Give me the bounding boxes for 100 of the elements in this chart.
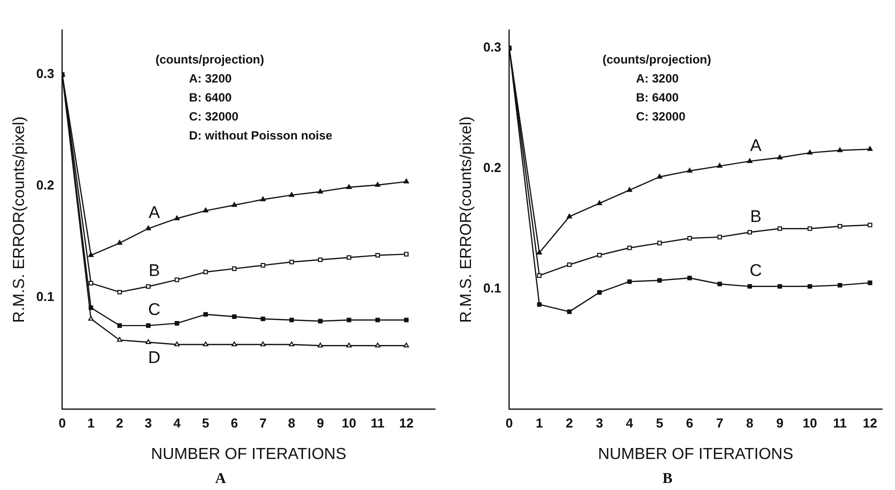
point [174, 342, 180, 346]
point [88, 305, 94, 310]
x-axis-title: NUMBER OF ITERATIONS [598, 446, 794, 463]
point [203, 270, 208, 274]
point [232, 266, 237, 271]
point [232, 202, 237, 207]
point [202, 342, 208, 346]
point [626, 187, 632, 192]
series-label: C [148, 300, 160, 320]
point [867, 146, 873, 151]
point [88, 252, 94, 258]
x-tick-label: 11 [833, 416, 847, 431]
x-tick-label: 10 [342, 416, 356, 431]
x-tick-label: 5 [656, 416, 664, 431]
x-tick-label: 7 [259, 416, 267, 431]
series-label: A [750, 136, 762, 155]
point [537, 302, 542, 307]
annotation: A: 3200 [189, 71, 232, 86]
x-tick-label: 6 [686, 416, 694, 431]
series-label: D [148, 348, 160, 367]
x-tick-label: 9 [776, 416, 784, 431]
point [146, 339, 151, 344]
point [318, 188, 323, 194]
point [374, 182, 380, 187]
point [657, 278, 662, 283]
point [288, 192, 294, 197]
point [318, 342, 323, 348]
annotation: C: 32000 [189, 109, 239, 124]
x-tick-label: 8 [746, 416, 754, 431]
x-tick-label: 3 [596, 416, 604, 431]
point [596, 200, 602, 206]
point [232, 342, 237, 346]
point [374, 342, 380, 348]
annotation: (counts/projection) [602, 52, 712, 66]
x-tick-label: 7 [716, 416, 724, 431]
point [260, 263, 266, 268]
point [260, 196, 266, 202]
x-tick-label: 1 [536, 416, 543, 431]
y-axis-title: R.M.S. ERROR(counts/pixel) [11, 116, 28, 323]
point [346, 255, 352, 260]
x-tick-label: 1 [87, 416, 95, 431]
point [146, 226, 151, 230]
point [88, 316, 94, 321]
point [536, 250, 542, 254]
point [717, 234, 722, 240]
point [404, 178, 409, 184]
series-label: B [148, 261, 160, 280]
point [567, 309, 572, 314]
text: B [662, 470, 673, 487]
point [174, 278, 180, 282]
x-tick-label: 5 [202, 416, 210, 431]
point [174, 215, 180, 220]
point [777, 154, 782, 160]
point [117, 323, 122, 328]
point [717, 163, 722, 168]
x-tick-label: 10 [802, 416, 818, 431]
series-label: A [148, 203, 161, 222]
point [808, 284, 812, 289]
point [597, 290, 602, 295]
point [260, 316, 266, 322]
point [146, 284, 151, 289]
point [717, 282, 722, 286]
x-tick-label: 11 [370, 416, 385, 431]
point [747, 158, 752, 163]
point [656, 174, 662, 179]
point [537, 273, 542, 278]
point [346, 318, 352, 322]
point [88, 280, 94, 286]
point [116, 337, 122, 342]
point [807, 150, 813, 155]
point [838, 282, 842, 288]
point [808, 226, 812, 231]
annotation: B: 6400 [636, 90, 680, 104]
series-label: B [750, 206, 762, 226]
point [404, 318, 409, 322]
x-tick-label: 3 [144, 416, 152, 431]
point [289, 260, 294, 264]
x-tick-label: 2 [116, 416, 124, 431]
point [838, 224, 842, 228]
annotation: C: 32000 [636, 109, 686, 124]
annotation: (counts/projection) [155, 52, 264, 66]
point [567, 262, 572, 268]
point [627, 246, 632, 250]
point [117, 290, 122, 294]
point [404, 342, 409, 348]
point [375, 253, 380, 258]
x-tick-label: 4 [173, 416, 182, 431]
point [174, 321, 180, 326]
point [202, 208, 208, 212]
x-tick-label: 0 [506, 416, 513, 431]
x-tick-label: 0 [58, 416, 66, 431]
point [686, 168, 692, 173]
point [627, 279, 632, 284]
point [778, 226, 782, 231]
y-tick-label: 0.3 [483, 40, 502, 55]
point [346, 342, 352, 348]
point [837, 147, 843, 152]
point [146, 323, 151, 328]
point [288, 342, 294, 346]
x-tick-label: 6 [230, 416, 238, 431]
